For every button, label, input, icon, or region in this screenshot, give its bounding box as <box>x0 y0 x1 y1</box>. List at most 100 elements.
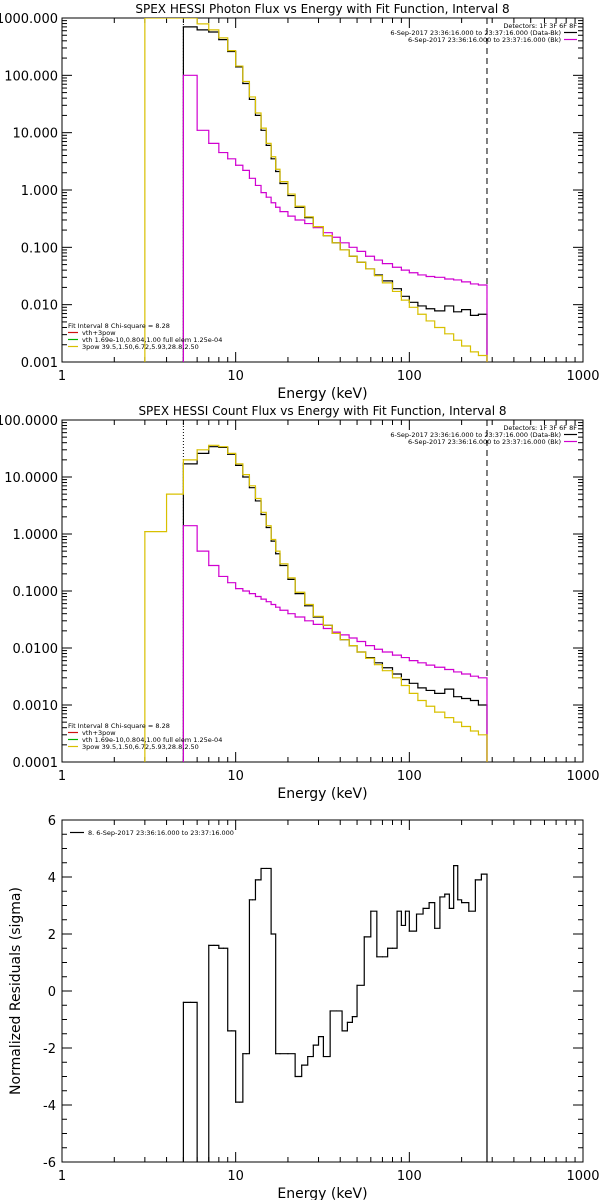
data-point <box>434 326 436 329</box>
data-point <box>279 181 281 183</box>
data-point <box>254 112 257 114</box>
y-tick-label: 0.100 <box>21 241 58 256</box>
data-point <box>365 645 367 647</box>
series-group <box>144 18 488 362</box>
x-tick-label: 1 <box>58 369 66 384</box>
data-point <box>461 902 463 904</box>
data-point <box>227 50 229 52</box>
data-point <box>251 899 254 901</box>
y-tick-label: 100.0000 <box>0 414 58 429</box>
data-point <box>425 705 427 707</box>
data-point <box>227 50 229 53</box>
data-point <box>317 1036 320 1038</box>
data-point <box>453 339 455 341</box>
y-tick-label: 1.0000 <box>13 528 59 543</box>
data-point <box>254 879 257 881</box>
data-point <box>248 96 251 98</box>
data-point <box>275 1053 277 1055</box>
data-point <box>242 169 244 171</box>
data-point <box>365 268 367 270</box>
data-point <box>242 590 244 592</box>
data-point <box>329 1010 331 1012</box>
data-point <box>365 657 367 659</box>
data-point <box>287 578 289 580</box>
y-tick-label: 1.000 <box>21 184 58 199</box>
data-point <box>408 272 410 274</box>
data-point <box>391 677 394 679</box>
data-point <box>400 924 402 927</box>
x-tick-label: 10 <box>227 369 244 384</box>
data-point <box>469 675 472 677</box>
data-point <box>486 286 488 289</box>
y-tick-label: -4 <box>43 1099 56 1114</box>
legend-entry-label: 3pow 39.5,1.50,6.72,5.93,28.8,2.50 <box>82 743 199 751</box>
data-point <box>365 255 367 257</box>
data-point <box>453 671 455 673</box>
data-point <box>248 177 251 179</box>
data-point <box>235 65 237 67</box>
data-point <box>453 865 455 867</box>
data-point <box>307 1055 309 1058</box>
y-tick-label: 0 <box>48 985 56 1000</box>
data-point <box>227 453 229 455</box>
data-point <box>182 1001 184 1004</box>
data-point <box>248 485 251 487</box>
data-point <box>248 487 251 489</box>
data-point <box>453 311 455 313</box>
data-point <box>279 609 281 611</box>
data-point <box>260 867 262 870</box>
data-point <box>331 242 333 244</box>
data-point <box>486 738 488 740</box>
data-point <box>400 299 402 301</box>
data-point <box>356 261 358 263</box>
data-point <box>400 684 402 687</box>
data-point <box>270 202 272 204</box>
data-point <box>257 879 259 881</box>
data-point <box>425 320 427 322</box>
data-point <box>425 664 427 666</box>
data-point <box>254 500 257 502</box>
data-point <box>322 624 324 626</box>
data-point <box>381 670 384 672</box>
data-point <box>242 82 244 85</box>
data-point <box>260 192 262 194</box>
data-point <box>434 310 436 312</box>
data-point <box>196 449 198 451</box>
data-point <box>346 1021 349 1023</box>
chart-panel-1: SPEX HESSI Photon Flux vs Energy with Fi… <box>0 2 600 402</box>
data-point <box>287 613 289 615</box>
data-point <box>356 640 358 643</box>
data-point <box>422 907 424 909</box>
legend-entry-label: 3pow 39.5,1.50,6.72,5.93,28.8,2.50 <box>82 343 199 351</box>
data-point <box>265 144 267 146</box>
data-point <box>434 692 436 694</box>
data-point <box>348 637 350 639</box>
data-point <box>294 219 296 221</box>
data-point <box>235 1101 237 1103</box>
y-tick-label: 0.0001 <box>13 756 59 771</box>
data-point <box>294 593 296 595</box>
data-point <box>387 947 389 949</box>
data-point <box>391 290 394 293</box>
data-point <box>444 893 446 895</box>
data-point <box>408 692 410 694</box>
data-point <box>275 553 277 555</box>
data-point <box>312 227 314 229</box>
legend-detectors-title: Detectors: 1F 3F 6F 8F <box>503 22 577 30</box>
data-point <box>486 873 488 875</box>
data-point <box>265 525 267 527</box>
data-point <box>461 345 463 347</box>
data-point <box>468 910 470 912</box>
data-point <box>457 899 459 901</box>
y-axis-label: Normalized Residuals (sigma) <box>8 887 24 1095</box>
data-point <box>227 582 229 584</box>
x-tick-label: 100 <box>397 1169 422 1184</box>
y-tick-label: 4 <box>48 871 56 886</box>
data-point <box>477 313 480 315</box>
data-point <box>260 513 262 516</box>
legend-entry-label: 6-Sep-2017 23:36:16.000 to 23:37:16.000 … <box>390 29 561 37</box>
data-point <box>477 734 480 736</box>
y-tick-label: 0.001 <box>21 356 58 371</box>
y-tick-label: 0.1000 <box>13 585 59 600</box>
data-point <box>270 156 272 158</box>
